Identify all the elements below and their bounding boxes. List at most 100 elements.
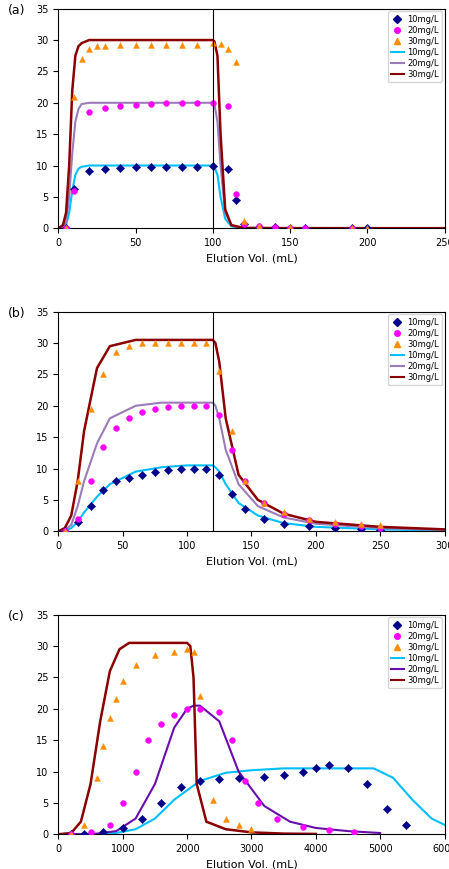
Point [325,824,332,838]
Point [217,37,224,51]
Point [100,368,107,381]
Point [86,105,93,119]
Point [147,161,154,175]
Point [190,399,197,413]
Point [299,765,307,779]
Point [138,405,145,419]
Point [216,772,223,786]
Point [348,221,356,235]
Point [106,818,114,832]
Point [255,220,263,234]
Point [78,52,85,66]
Point [357,517,365,531]
Point [80,826,88,840]
Point [331,515,339,529]
Point [325,759,332,773]
Point [62,222,70,235]
Point [100,826,107,839]
Point [190,336,197,350]
Point [302,221,309,235]
Point [164,400,172,414]
Point [70,182,77,196]
Point [261,770,268,784]
Point [254,796,261,810]
Point [229,442,236,456]
Point [178,96,185,109]
Point [61,524,68,538]
Point [178,160,185,174]
Point [132,161,139,175]
Point [113,474,120,488]
Point [233,187,240,201]
Point [106,711,114,725]
Point [286,221,294,235]
Point [117,161,124,175]
Point [222,812,229,826]
Point [306,520,313,534]
Point [377,521,384,535]
Text: (c): (c) [8,610,25,623]
Point [158,796,165,810]
Point [100,440,107,454]
Point [184,642,191,656]
Point [126,411,133,425]
Point [255,219,263,233]
Point [312,761,319,775]
Point [280,507,287,521]
Point [242,502,249,516]
Point [302,221,309,235]
Point [87,499,94,513]
Point [178,38,185,52]
Point [194,160,201,174]
Point [87,474,94,488]
Point [364,221,371,235]
Point [271,221,278,235]
Point [229,733,236,747]
Point [101,39,108,53]
Point [68,827,75,841]
Point [62,222,70,235]
Point [132,97,139,111]
Point [100,483,107,497]
Point [261,512,268,526]
Point [177,462,184,476]
Point [61,524,68,538]
Point [184,702,191,716]
Point [224,162,232,176]
Point [151,648,158,662]
Point [196,689,203,703]
X-axis label: Elution Vol. (mL): Elution Vol. (mL) [206,556,297,567]
Point [190,461,197,475]
Point [280,767,287,781]
Point [101,162,108,176]
Point [224,99,232,113]
Point [68,827,75,841]
Text: (a): (a) [8,4,26,17]
Point [70,183,77,197]
Point [216,468,223,481]
Point [100,740,107,753]
Point [235,771,242,785]
Point [87,402,94,416]
Point [240,217,247,231]
Point [383,802,390,816]
Legend: 10mg/L, 20mg/L, 30mg/L, 10mg/L, 20mg/L, 30mg/L: 10mg/L, 20mg/L, 30mg/L, 10mg/L, 20mg/L, … [388,617,442,688]
Point [177,399,184,413]
Point [147,38,154,52]
Point [203,461,210,475]
Point [86,43,93,56]
Point [255,219,263,233]
Point [196,774,203,788]
Point [151,465,158,479]
Point [113,346,120,360]
Point [224,43,232,56]
Point [61,524,68,538]
Point [229,487,236,501]
Point [233,193,240,207]
Point [240,214,247,228]
Point [280,506,287,520]
Point [196,702,203,716]
Point [306,513,313,527]
Point [299,819,307,833]
Point [117,99,124,113]
